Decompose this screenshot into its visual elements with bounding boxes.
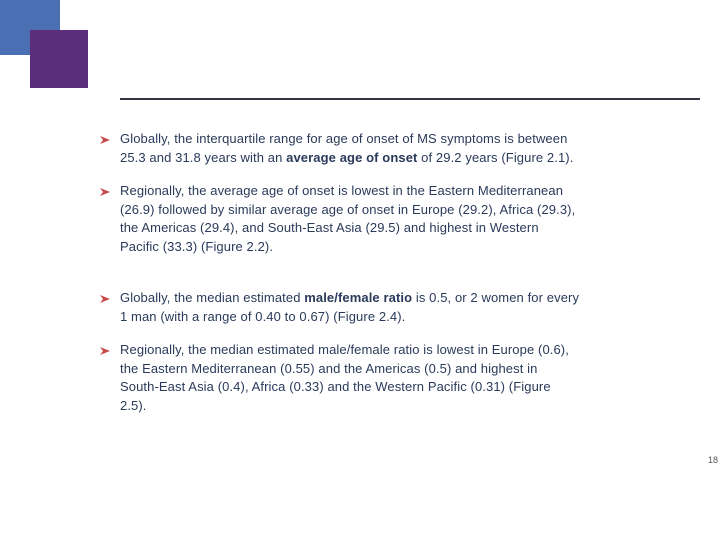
list-item: Globally, the median estimated male/fema…	[100, 289, 580, 327]
header-rule	[120, 98, 700, 100]
slide-content: Globally, the interquartile range for ag…	[100, 130, 580, 430]
text-pre: Globally, the median estimated	[120, 290, 304, 305]
text-pre: Regionally, the median estimated male/fe…	[120, 342, 569, 414]
list-item: Globally, the interquartile range for ag…	[100, 130, 580, 168]
text-pre: Regionally, the average age of onset is …	[120, 183, 575, 255]
text-post: of 29.2 years (Figure 2.1).	[417, 150, 573, 165]
list-item: Regionally, the median estimated male/fe…	[100, 341, 580, 416]
bullet-text: Globally, the interquartile range for ag…	[120, 130, 580, 168]
arrow-bullet-icon	[100, 185, 114, 203]
arrow-bullet-icon	[100, 344, 114, 362]
arrow-bullet-icon	[100, 292, 114, 310]
section-gap	[100, 271, 580, 289]
arrow-bullet-icon	[100, 133, 114, 151]
header-purple-block	[30, 30, 88, 88]
page-number: 18	[708, 455, 718, 465]
bullet-text: Regionally, the average age of onset is …	[120, 182, 580, 257]
text-bold: average age of onset	[286, 150, 417, 165]
bullet-text: Globally, the median estimated male/fema…	[120, 289, 580, 327]
list-item: Regionally, the average age of onset is …	[100, 182, 580, 257]
bullet-text: Regionally, the median estimated male/fe…	[120, 341, 580, 416]
text-bold: male/female ratio	[304, 290, 412, 305]
